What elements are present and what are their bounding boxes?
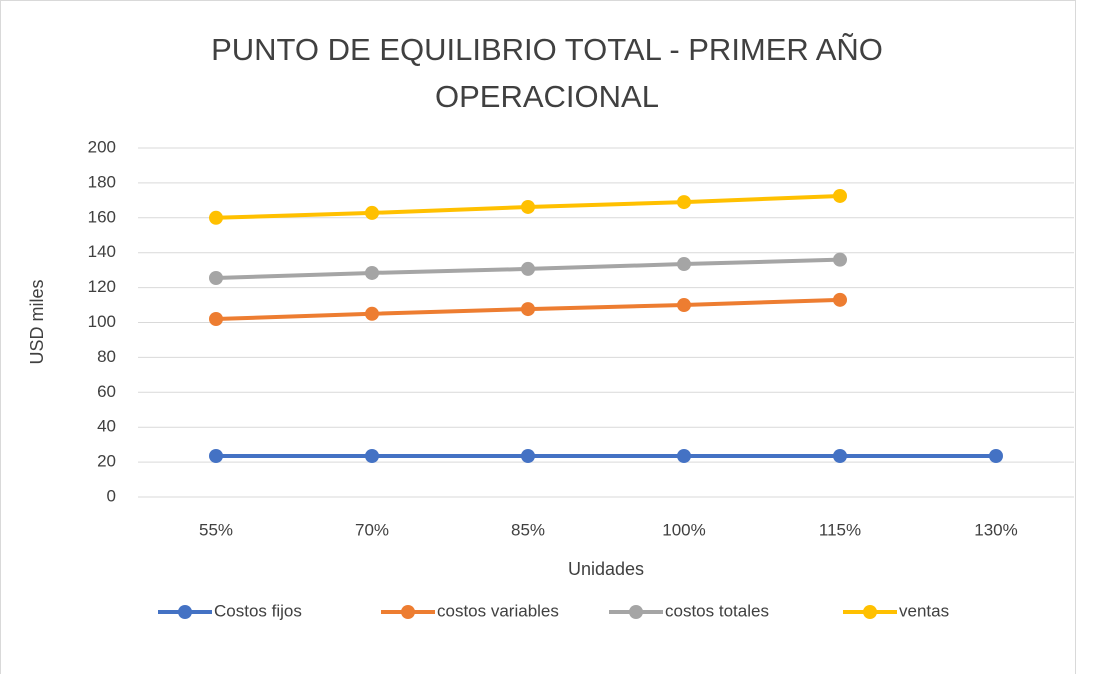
x-tick-label: 55%	[199, 520, 233, 539]
y-tick-label: 60	[97, 382, 116, 401]
data-point	[209, 312, 223, 327]
y-axis-title: USD miles	[27, 279, 47, 364]
data-point	[209, 271, 223, 286]
data-point	[365, 306, 379, 321]
y-tick-label: 0	[107, 486, 116, 505]
data-point	[209, 210, 223, 225]
data-point	[677, 448, 691, 463]
y-tick-label: 100	[88, 312, 116, 331]
y-tick-label: 200	[88, 137, 116, 156]
data-point	[833, 252, 847, 267]
legend-label: ventas	[899, 601, 949, 620]
y-tick-label: 80	[97, 347, 116, 366]
y-tick-label: 160	[88, 207, 116, 226]
data-point	[677, 298, 691, 313]
x-tick-label: 100%	[662, 520, 705, 539]
x-tick-label: 130%	[974, 520, 1017, 539]
data-point	[833, 292, 847, 307]
data-point	[833, 448, 847, 463]
y-tick-label: 40	[97, 417, 116, 436]
x-tick-label: 115%	[819, 520, 861, 539]
data-point	[521, 302, 535, 317]
x-tick-label: 85%	[511, 520, 545, 539]
y-tick-label: 180	[88, 172, 116, 191]
legend-marker	[863, 605, 877, 619]
legend-marker	[629, 605, 643, 619]
y-tick-label: 120	[88, 277, 116, 296]
data-point	[209, 448, 223, 463]
x-axis-title: Unidades	[568, 559, 644, 579]
data-point	[521, 199, 535, 214]
data-point	[833, 188, 847, 203]
legend-label: costos variables	[437, 601, 559, 620]
data-point	[677, 195, 691, 210]
y-tick-label: 20	[97, 452, 116, 471]
data-point	[365, 205, 379, 220]
chart-title: PUNTO DE EQUILIBRIO TOTAL - PRIMER AÑO O…	[211, 32, 883, 114]
x-tick-label: 70%	[355, 520, 389, 539]
legend-label: costos totales	[665, 601, 769, 620]
legend-marker	[178, 605, 192, 619]
legend-marker	[401, 605, 415, 619]
data-point	[677, 257, 691, 272]
data-point	[989, 448, 1003, 463]
legend-label: Costos fijos	[214, 601, 302, 620]
data-point	[365, 448, 379, 463]
y-tick-label: 140	[88, 242, 116, 261]
data-point	[365, 265, 379, 280]
data-point	[521, 448, 535, 463]
data-point	[521, 261, 535, 276]
